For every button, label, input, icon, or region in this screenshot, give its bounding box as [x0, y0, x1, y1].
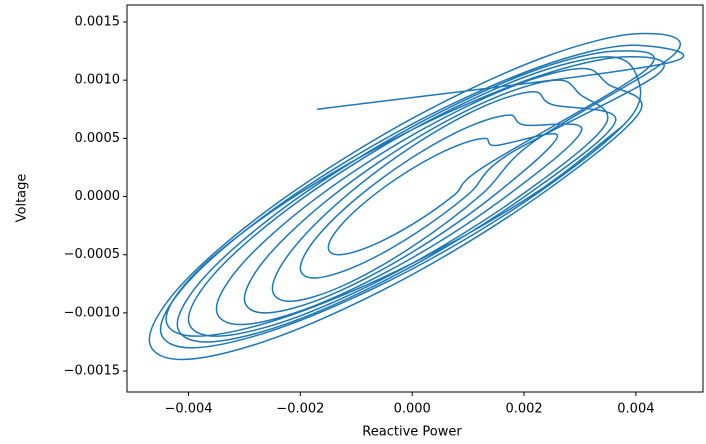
y-tick-label: 0.0000	[75, 189, 121, 204]
y-tick-label: 0.0005	[75, 131, 121, 146]
x-tick-label: 0.000	[394, 402, 431, 417]
y-axis-label: Voltage	[15, 174, 30, 223]
plot-frame	[126, 4, 704, 393]
y-tick-label: −0.0015	[64, 364, 120, 379]
x-tick-label: −0.002	[276, 402, 324, 417]
y-tick-label: −0.0010	[64, 305, 120, 320]
x-tick-label: 0.002	[505, 402, 542, 417]
y-tick-label: −0.0005	[64, 247, 120, 262]
x-axis-label: Reactive Power	[362, 425, 462, 440]
y-tick-label: 0.0015	[75, 14, 121, 29]
x-tick-label: 0.004	[617, 402, 654, 417]
data-line	[148, 32, 685, 361]
x-tick-label: −0.004	[164, 402, 212, 417]
y-tick-label: 0.0010	[75, 73, 121, 88]
